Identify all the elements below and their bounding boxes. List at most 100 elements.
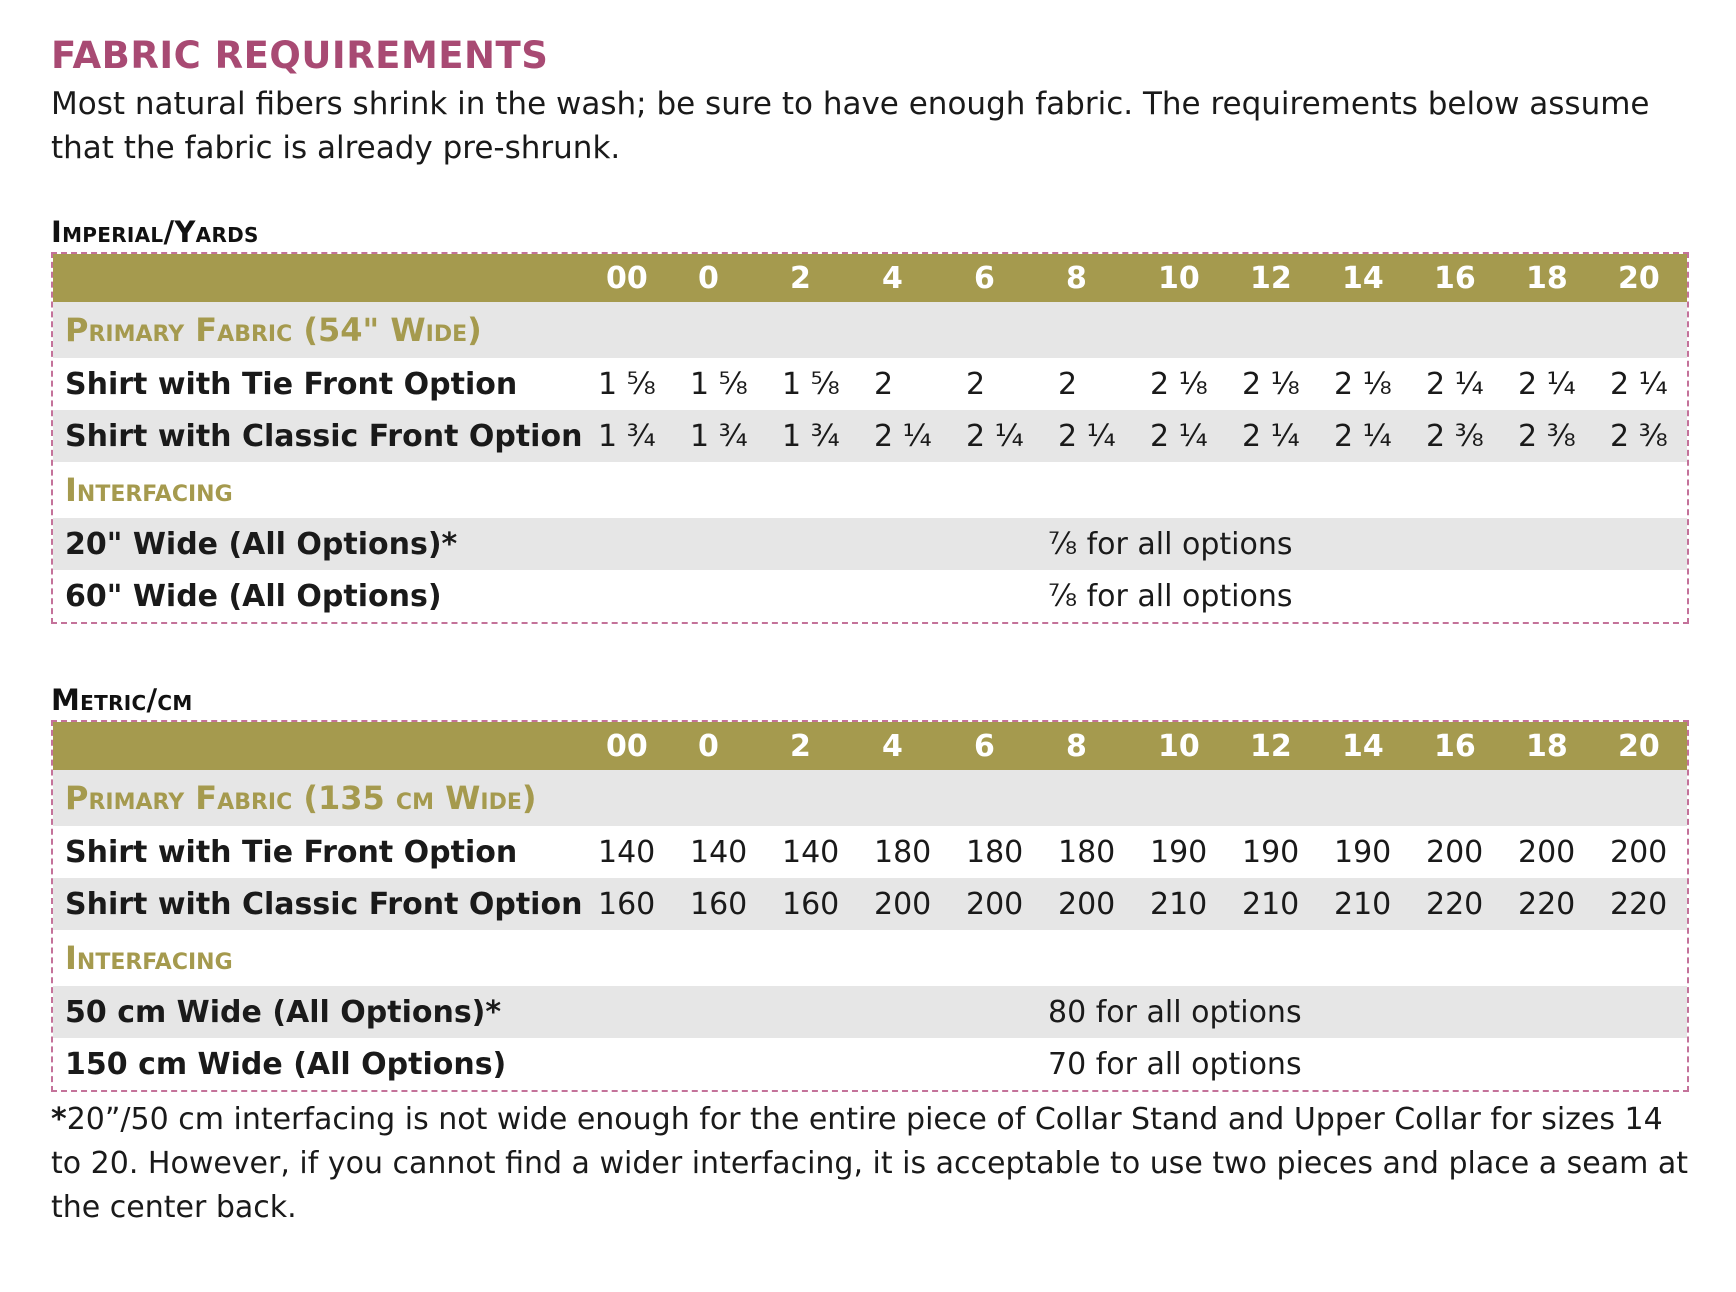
table-cell: 210 xyxy=(1150,886,1208,922)
table-cell: 200 xyxy=(1610,834,1668,870)
size-header-cell: 20 xyxy=(1618,260,1660,296)
table-cell: 200 xyxy=(1058,886,1116,922)
table-cell: 2 xyxy=(1058,366,1078,402)
size-header-cell: 0 xyxy=(698,260,719,296)
intro-text: Most natural fibers shrink in the wash; … xyxy=(51,86,1650,166)
table-cell: 210 xyxy=(1334,886,1392,922)
table-cell: 2 ¼ xyxy=(1610,366,1668,402)
size-header-cell: 12 xyxy=(1250,728,1292,764)
table-cell: 2 ¼ xyxy=(1150,418,1208,454)
size-header-cell: 6 xyxy=(974,728,995,764)
table-cell: 190 xyxy=(1150,834,1208,870)
size-header-cell: 00 xyxy=(606,728,648,764)
size-header-cell: 8 xyxy=(1066,728,1087,764)
row-label: Shirt with Tie Front Option xyxy=(65,834,518,870)
table-cell: 210 xyxy=(1242,886,1300,922)
table-cell: 140 xyxy=(690,834,748,870)
interfacing-value: ⅞ for all options xyxy=(1048,578,1293,614)
row-label: Shirt with Tie Front Option xyxy=(65,366,518,402)
table-cell: 1 ⅝ xyxy=(598,366,656,402)
table-cell: 1 ¾ xyxy=(690,418,748,454)
metric-interfacing-heading-row: Interfacing xyxy=(53,930,1687,986)
table-cell: 1 ¾ xyxy=(782,418,840,454)
table-cell: 200 xyxy=(1518,834,1576,870)
table-cell: 200 xyxy=(1426,834,1484,870)
row-label: Shirt with Classic Front Option xyxy=(65,418,583,454)
size-header-cell: 16 xyxy=(1434,728,1476,764)
metric-section-label: Metric/cm xyxy=(51,683,193,717)
table-cell: 180 xyxy=(874,834,932,870)
table-cell: 140 xyxy=(598,834,656,870)
table-cell: 180 xyxy=(1058,834,1116,870)
table-cell: 220 xyxy=(1518,886,1576,922)
table-cell: 160 xyxy=(690,886,748,922)
size-header-cell: 18 xyxy=(1526,728,1568,764)
footnote: *20”/50 cm interfacing is not wide enoug… xyxy=(51,1098,1696,1230)
table-row: 20" Wide (All Options)* ⅞ for all option… xyxy=(53,518,1687,570)
table-cell: 2 ¼ xyxy=(966,418,1024,454)
table-row: Shirt with Classic Front Option 160 160 … xyxy=(53,878,1687,930)
interfacing-heading: Interfacing xyxy=(65,939,233,977)
metric-primary-heading-row: Primary Fabric (135 cm Wide) xyxy=(53,770,1687,826)
table-cell: 2 ⅜ xyxy=(1610,418,1668,454)
table-row: 50 cm Wide (All Options)* 80 for all opt… xyxy=(53,986,1687,1038)
interfacing-value: ⅞ for all options xyxy=(1048,526,1293,562)
size-header-cell: 10 xyxy=(1158,728,1200,764)
row-label: Shirt with Classic Front Option xyxy=(65,886,583,922)
size-header-cell: 14 xyxy=(1342,260,1384,296)
size-header-cell: 4 xyxy=(882,260,903,296)
interfacing-value: 80 for all options xyxy=(1048,994,1302,1030)
size-header-cell: 14 xyxy=(1342,728,1384,764)
interfacing-heading: Interfacing xyxy=(65,471,233,509)
footnote-text: 20”/50 cm interfacing is not wide enough… xyxy=(51,1102,1689,1225)
table-cell: 2 ⅛ xyxy=(1150,366,1208,402)
imperial-interfacing-heading-row: Interfacing xyxy=(53,462,1687,518)
table-cell: 2 ¼ xyxy=(1426,366,1484,402)
table-cell: 190 xyxy=(1334,834,1392,870)
metric-size-header: 00 0 2 4 6 8 10 12 14 16 18 20 xyxy=(53,722,1687,770)
table-cell: 2 xyxy=(874,366,894,402)
footnote-star: * xyxy=(51,1102,67,1137)
imperial-primary-heading-row: Primary Fabric (54" Wide) xyxy=(53,302,1687,358)
table-cell: 2 ¼ xyxy=(1058,418,1116,454)
table-cell: 2 ¼ xyxy=(874,418,932,454)
table-cell: 2 ⅛ xyxy=(1334,366,1392,402)
table-cell: 2 ⅜ xyxy=(1518,418,1576,454)
size-header-cell: 6 xyxy=(974,260,995,296)
page-title: FABRIC REQUIREMENTS xyxy=(51,34,549,77)
imperial-table: 00 0 2 4 6 8 10 12 14 16 18 20 Primary F… xyxy=(51,252,1689,624)
table-cell: 1 ⅝ xyxy=(690,366,748,402)
table-row: 150 cm Wide (All Options) 70 for all opt… xyxy=(53,1038,1687,1090)
table-cell: 1 ⅝ xyxy=(782,366,840,402)
size-header-cell: 2 xyxy=(790,260,811,296)
table-cell: 1 ¾ xyxy=(598,418,656,454)
table-cell: 160 xyxy=(782,886,840,922)
size-header-cell: 0 xyxy=(698,728,719,764)
size-header-cell: 20 xyxy=(1618,728,1660,764)
table-cell: 140 xyxy=(782,834,840,870)
row-label: 60" Wide (All Options) xyxy=(65,578,442,614)
table-cell: 200 xyxy=(966,886,1024,922)
table-row: Shirt with Tie Front Option 140 140 140 … xyxy=(53,826,1687,878)
size-header-cell: 10 xyxy=(1158,260,1200,296)
table-row: Shirt with Tie Front Option 1 ⅝ 1 ⅝ 1 ⅝ … xyxy=(53,358,1687,410)
table-cell: 2 xyxy=(966,366,986,402)
table-cell: 2 ¼ xyxy=(1334,418,1392,454)
table-cell: 220 xyxy=(1426,886,1484,922)
table-cell: 160 xyxy=(598,886,656,922)
table-cell: 2 ¼ xyxy=(1518,366,1576,402)
table-cell: 220 xyxy=(1610,886,1668,922)
table-cell: 190 xyxy=(1242,834,1300,870)
imperial-section-label: Imperial/Yards xyxy=(51,215,259,249)
size-header-cell: 2 xyxy=(790,728,811,764)
size-header-cell: 4 xyxy=(882,728,903,764)
row-label: 50 cm Wide (All Options)* xyxy=(65,994,502,1030)
size-header-cell: 18 xyxy=(1526,260,1568,296)
table-cell: 180 xyxy=(966,834,1024,870)
interfacing-value: 70 for all options xyxy=(1048,1046,1302,1082)
size-header-cell: 16 xyxy=(1434,260,1476,296)
size-header-cell: 12 xyxy=(1250,260,1292,296)
table-cell: 2 ⅛ xyxy=(1242,366,1300,402)
imperial-size-header: 00 0 2 4 6 8 10 12 14 16 18 20 xyxy=(53,254,1687,302)
row-label: 20" Wide (All Options)* xyxy=(65,526,458,562)
